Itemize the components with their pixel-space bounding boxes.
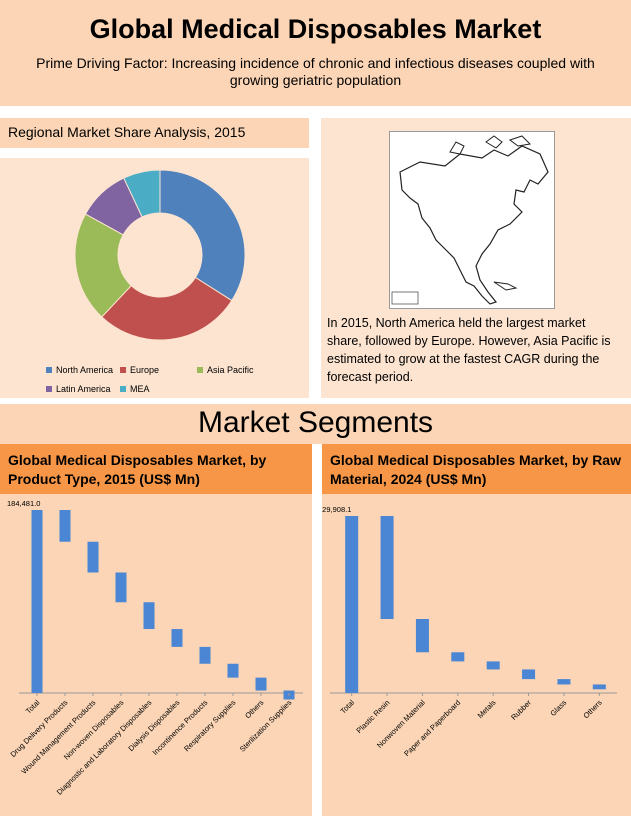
legend-item-asia-pacific: Asia Pacific xyxy=(197,365,254,375)
header-banner: Global Medical Disposables Market Prime … xyxy=(0,0,631,106)
donut-slice-north-america xyxy=(159,169,246,302)
raw-material-chart-header: Global Medical Disposables Market, by Ra… xyxy=(322,444,631,494)
bar-non-woven-disposables xyxy=(115,572,127,603)
map-inset-legend xyxy=(391,291,419,305)
total-data-label: 329,908.1 xyxy=(322,505,351,514)
product-type-chart-header: Global Medical Disposables Market, by Pr… xyxy=(0,444,312,494)
bar-plastic-resin xyxy=(380,516,394,620)
island-outline xyxy=(508,135,532,147)
legend-label: Europe xyxy=(130,365,160,375)
product-type-chart-panel: Total Drug Delivery Products Wound Managem… xyxy=(0,494,312,816)
north-america-map xyxy=(389,131,555,309)
x-tick-label: Plastic Resin xyxy=(354,698,391,735)
regional-section-header: Regional Market Share Analysis, 2015 xyxy=(0,118,309,148)
bar-diagnostic-and-laboratory-disposables xyxy=(143,602,155,630)
island-outline xyxy=(493,281,518,291)
x-tick-label: Rubber xyxy=(509,698,533,722)
raw-material-chart-title: Global Medical Disposables Market, by Ra… xyxy=(330,452,621,487)
donut-chart-panel: North America Europe Asia Pacific Latin … xyxy=(0,158,309,398)
bar-incontinence-products xyxy=(199,646,211,664)
bar-wound-management-products xyxy=(87,541,99,573)
x-tick-label: Metals xyxy=(476,698,498,720)
bar-drug-delivery-products xyxy=(59,510,71,542)
legend-label: Latin America xyxy=(56,384,111,394)
x-tick-label: Total xyxy=(339,698,357,716)
legend-item-mea: MEA xyxy=(120,384,150,394)
legend-label: North America xyxy=(56,365,114,375)
island-outline xyxy=(449,141,465,155)
bar-total xyxy=(345,516,359,693)
island-outline xyxy=(485,135,503,149)
x-tick-label: Sterilization Supplies xyxy=(238,698,294,754)
regional-title: Regional Market Share Analysis, 2015 xyxy=(8,124,246,140)
x-tick-label: Respiratory Supplies xyxy=(182,698,237,753)
segments-title: Market Segments xyxy=(197,406,434,439)
legend-label: Asia Pacific xyxy=(207,365,254,375)
regional-note: In 2015, North America held the largest … xyxy=(327,316,611,384)
legend-item-north-america: North America xyxy=(46,365,113,375)
donut-chart xyxy=(74,169,246,341)
bar-rubber xyxy=(522,669,536,680)
x-tick-label: Others xyxy=(243,698,265,720)
donut-slice-mea xyxy=(123,169,161,218)
bar-dialysis-disposables xyxy=(171,629,183,647)
legend-item-latin-america: Latin America xyxy=(46,384,111,394)
x-tick-label: Dialysis Disposables xyxy=(126,698,181,753)
raw-material-chart-panel: Total Plastic Resin Nonwoven Material Paper… xyxy=(322,494,631,816)
page-title: Global Medical Disposables Market xyxy=(89,14,542,44)
page-subtitle: Prime Driving Factor: Increasing inciden… xyxy=(36,55,595,88)
x-tick-label: Others xyxy=(581,698,603,720)
continent-outline xyxy=(399,145,549,305)
donut-slice-europe xyxy=(101,276,233,341)
bar-others xyxy=(255,677,267,691)
x-tick-label: Total xyxy=(24,698,42,716)
north-america-map-image xyxy=(390,132,554,308)
bar-metals xyxy=(486,661,500,670)
segments-banner: Market Segments xyxy=(0,404,631,444)
x-tick-label: Glass xyxy=(548,698,568,718)
bar-respiratory-supplies xyxy=(227,663,239,678)
map-panel: In 2015, North America held the largest … xyxy=(321,118,631,398)
bar-paper-and-paperboard xyxy=(451,652,465,662)
product-type-chart-title: Global Medical Disposables Market, by Pr… xyxy=(8,452,267,487)
bar-others xyxy=(592,684,606,690)
legend-label: MEA xyxy=(130,384,150,394)
bar-nonwoven-material xyxy=(415,619,429,653)
bar-glass xyxy=(557,679,571,685)
legend-item-europe: Europe xyxy=(120,365,159,375)
total-data-label: 184,481.0 xyxy=(7,499,40,508)
bar-total xyxy=(31,510,43,693)
